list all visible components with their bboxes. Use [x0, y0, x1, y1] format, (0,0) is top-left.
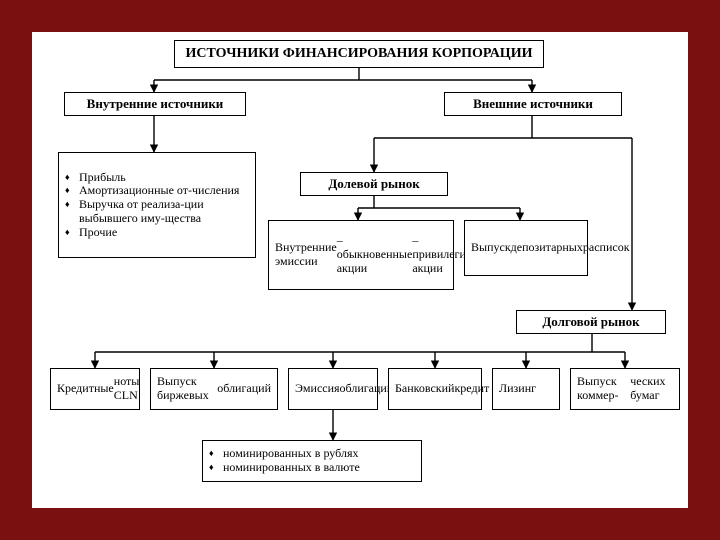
diagram-canvas: ИСТОЧНИКИ ФИНАНСИРОВАНИЯ КОРПОРАЦИИ Внутр…: [32, 32, 688, 508]
node-issue: Внутренние эмиссии– обыкновенные акции– …: [268, 220, 454, 290]
node-internal: Внутренние источники: [64, 92, 246, 116]
node-komm: Выпуск коммер-ческих бумаг: [570, 368, 680, 410]
node-root: ИСТОЧНИКИ ФИНАНСИРОВАНИЯ КОРПОРАЦИИ: [174, 40, 544, 68]
node-cln: Кредитныеноты CLN: [50, 368, 140, 410]
node-birz: Выпуск биржевыхоблигаций: [150, 368, 278, 410]
node-depo: Выпускдепозитарныхрасписок: [464, 220, 588, 276]
node-leas: Лизинг: [492, 368, 560, 410]
node-nomin: номинированных в рубляхноминированных в …: [202, 440, 422, 482]
node-intlist: ПрибыльАмортизационные от-численияВыручк…: [58, 152, 256, 258]
node-bank: Банковскийкредит: [388, 368, 482, 410]
node-external: Внешние источники: [444, 92, 622, 116]
node-equity: Долевой рынок: [300, 172, 448, 196]
node-debt: Долговой рынок: [516, 310, 666, 334]
node-emob: Эмиссияоблигаций: [288, 368, 378, 410]
